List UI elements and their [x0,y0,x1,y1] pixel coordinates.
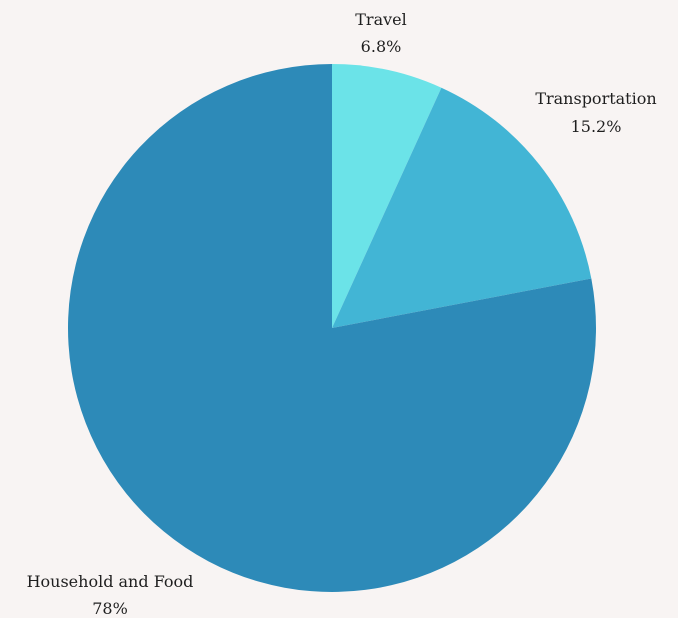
pie-slice-household-and-food [68,64,597,593]
pie-labels: Travel 6.8% Transportation 15.2% Household a… [27,10,657,618]
slice-value-label: 78% [92,599,128,618]
slice-value-label: 6.8% [361,37,402,56]
slice-label: Household and Food [27,572,194,591]
pie-slice-transportation [332,87,592,328]
slice-value-label: 15.2% [571,117,622,136]
pie-slices [68,64,597,593]
pie-slice-travel [332,64,442,328]
slice-label: Transportation [535,89,656,108]
slice-label: Travel [355,10,406,29]
